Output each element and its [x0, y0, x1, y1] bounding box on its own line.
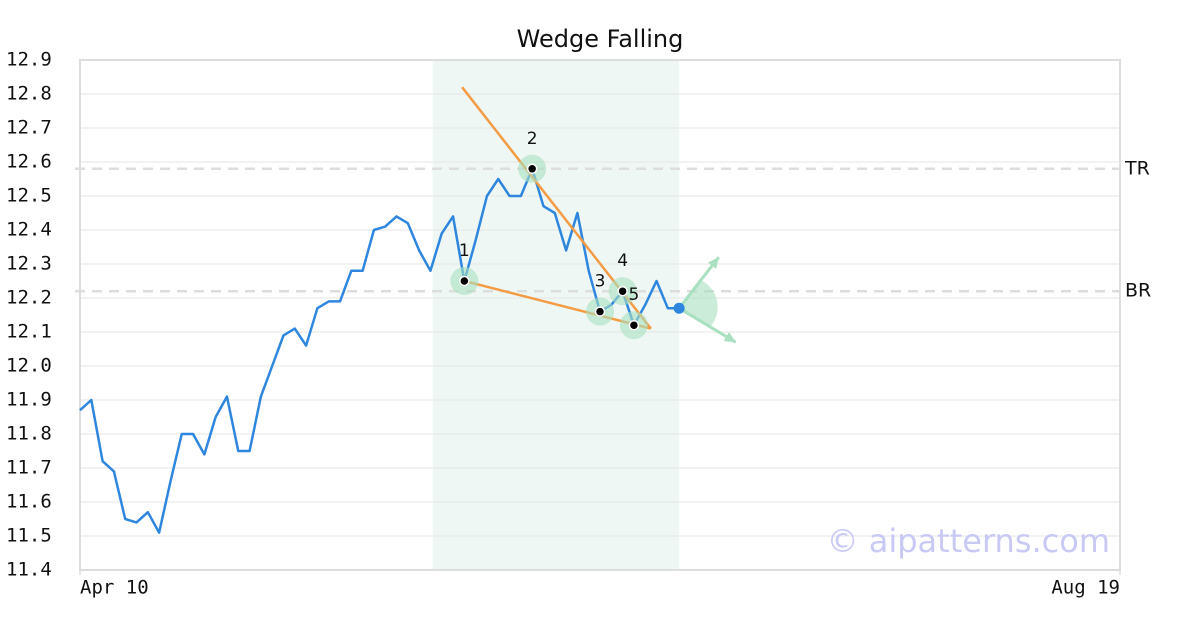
- y-tick-label: 12.4: [6, 219, 52, 241]
- y-tick-label: 11.9: [6, 389, 52, 411]
- plot-frame: [79, 59, 1121, 571]
- pattern-point-label: 3: [595, 272, 606, 292]
- y-tick-label: 11.4: [6, 559, 52, 581]
- pattern-point: [526, 163, 538, 175]
- y-tick-label: 12.1: [6, 321, 52, 343]
- projection-arrowhead: [707, 257, 719, 269]
- last-point: [673, 302, 685, 314]
- y-tick-label: 11.6: [6, 491, 52, 513]
- y-tick-label: 12.0: [6, 355, 52, 377]
- pattern-point-label: 5: [628, 285, 639, 305]
- pattern-point-label: 1: [459, 241, 470, 261]
- x-tick-label: Apr 10: [80, 577, 149, 599]
- y-tick-label: 12.2: [6, 287, 52, 309]
- price-line: [79, 167, 680, 534]
- trend-line: [464, 279, 652, 330]
- level-label: BR: [1125, 280, 1151, 302]
- pattern-point: [628, 319, 640, 331]
- y-tick-label: 12.7: [6, 117, 52, 139]
- pattern-point: [594, 306, 606, 317]
- y-tick-label: 12.5: [6, 185, 52, 207]
- x-tick-label: Aug 19: [1051, 577, 1120, 599]
- y-tick-label: 12.6: [6, 151, 52, 173]
- projection-arrow: [678, 306, 737, 344]
- level-label: TR: [1124, 157, 1150, 179]
- pattern-point-label: 4: [617, 251, 628, 271]
- y-tick-label: 11.8: [6, 423, 52, 445]
- y-tick-label: 12.9: [6, 49, 52, 71]
- projection-arrowhead: [723, 332, 736, 343]
- pattern-point-label: 2: [527, 129, 538, 149]
- y-tick-label: 12.8: [6, 83, 52, 105]
- projection-cone: [679, 280, 718, 327]
- pattern-point: [459, 275, 470, 287]
- y-tick-label: 11.5: [6, 525, 52, 547]
- y-tick-label: 12.3: [6, 253, 52, 275]
- y-tick-label: 11.7: [6, 457, 52, 479]
- chart-title: Wedge Falling: [517, 25, 684, 53]
- pattern-point: [617, 285, 628, 297]
- watermark: © aipatterns.com: [827, 522, 1110, 560]
